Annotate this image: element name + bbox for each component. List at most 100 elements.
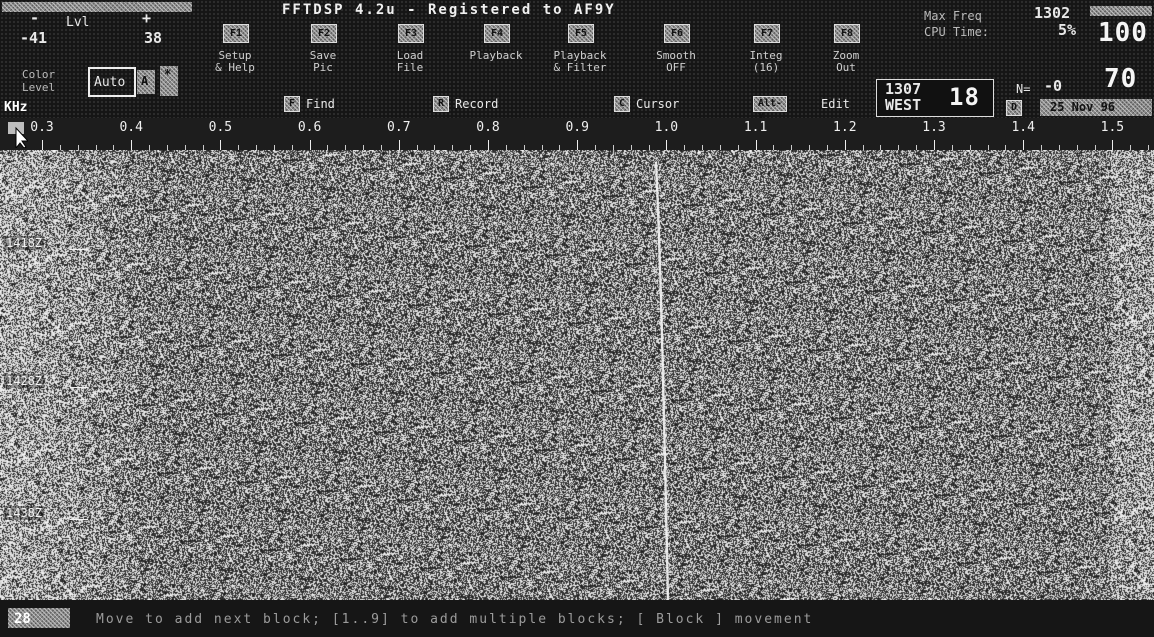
scale-major-tick: [755, 140, 757, 150]
scale-major-tick: [131, 140, 133, 150]
scale-minor-tick: [149, 145, 151, 150]
scale-minor-tick: [1041, 145, 1043, 150]
scale-unit-label: KHz: [4, 100, 28, 115]
function-key-f2[interactable]: F2 Save Pic: [285, 24, 361, 84]
scale-minor-tick: [434, 145, 436, 150]
scale-major-tick: [666, 140, 668, 150]
status-message: Move to add next block; [1..9] to add mu…: [96, 612, 814, 627]
level-max-value: 38: [144, 29, 163, 47]
time-mark-1438z: [70, 519, 88, 520]
scale-minor-tick: [202, 145, 204, 150]
function-key-f6[interactable]: F6 Smooth OFF: [638, 24, 714, 84]
scale-minor-tick: [470, 145, 472, 150]
f2-keycap: F2: [311, 24, 337, 43]
function-key-f7[interactable]: F7 Integ (16): [728, 24, 804, 84]
n-label: N=: [1016, 82, 1031, 96]
find-key: F: [284, 96, 301, 112]
scale-minor-tick: [166, 145, 168, 150]
date-field[interactable]: 25 Nov 96: [1040, 99, 1152, 116]
signal-trace: [559, 150, 1101, 600]
scale-minor-tick: [1005, 145, 1007, 150]
auto-a-key[interactable]: A: [137, 70, 155, 94]
scale-minor-tick: [363, 145, 365, 150]
scale-minor-tick: [612, 145, 614, 150]
function-key-f5[interactable]: F5 Playback & Filter: [542, 24, 618, 84]
time-mark-1428z: [70, 387, 88, 388]
scale-tick-label: 1.0: [654, 120, 679, 135]
scale-minor-tick: [238, 145, 240, 150]
function-key-f3[interactable]: F3 Load File: [372, 24, 448, 84]
scale-major-tick: [309, 140, 311, 150]
time-label-1418z: 1418Z: [4, 236, 45, 250]
scale-minor-tick: [826, 145, 828, 150]
scale-minor-tick: [880, 145, 882, 150]
edit-label: Edit: [821, 97, 850, 111]
noise-level-readout: 70: [1104, 64, 1138, 94]
auto-button[interactable]: Auto: [88, 67, 136, 97]
direction-readout: WEST: [885, 96, 922, 114]
record-label: Record: [455, 97, 499, 111]
frequency-scale[interactable]: KHz 0.3 0.4 0.5 0.6 0.7 0.8 0.9 1.0 1.1 1.2 1.3 1.4…: [0, 101, 1154, 151]
scale-minor-tick: [273, 145, 275, 150]
cpu-time-label: CPU Time:: [924, 25, 990, 39]
scale-tick-label: 1.1: [743, 120, 768, 135]
f3-keycap: F3: [398, 24, 424, 43]
scale-major-tick: [1112, 140, 1114, 150]
scale-minor-tick: [256, 145, 258, 150]
level-minus-button[interactable]: -: [30, 9, 40, 27]
scale-minor-tick: [541, 145, 543, 150]
scale-minor-tick: [1130, 145, 1132, 150]
auto-star-key[interactable]: *: [160, 66, 178, 96]
f5-label: Playback & Filter: [553, 49, 607, 74]
function-key-f1[interactable]: F1 Setup & Help: [197, 24, 273, 84]
scale-minor-tick: [291, 145, 293, 150]
scale-tick-label: 1.2: [833, 120, 857, 135]
auto-label: Auto: [94, 75, 126, 90]
scale-tick-label: 0.3: [30, 120, 54, 135]
status-count-box: [8, 608, 70, 628]
scale-minor-tick: [630, 145, 632, 150]
scale-minor-tick: [684, 145, 686, 150]
waterfall-display[interactable]: 1418Z 1428Z 1438Z: [0, 150, 1154, 600]
function-key-f8[interactable]: F8 Zoom Out: [808, 24, 884, 84]
app-title: FFTDSP 4.2u - Registered to AF9Y: [282, 2, 616, 18]
scale-minor-tick: [380, 145, 382, 150]
scale-minor-tick: [1148, 145, 1150, 150]
signal-level-readout: 100: [1098, 18, 1148, 48]
function-key-f4[interactable]: F4 Playback: [458, 24, 534, 84]
level-plus-button[interactable]: +: [142, 9, 152, 27]
scale-minor-tick: [113, 145, 115, 150]
scale-tick-label: 0.8: [476, 120, 500, 135]
scale-minor-tick: [1058, 145, 1060, 150]
scale-minor-tick: [809, 145, 811, 150]
scale-minor-tick: [898, 145, 900, 150]
f5-keycap: F5: [568, 24, 594, 43]
scale-minor-tick: [791, 145, 793, 150]
scale-minor-tick: [523, 145, 525, 150]
scale-tick-label: 0.7: [387, 120, 411, 135]
scale-major-tick: [220, 140, 222, 150]
scale-minor-tick: [327, 145, 329, 150]
scale-tick-label: 0.9: [565, 120, 589, 135]
time-label-1438z: 1438Z: [4, 506, 45, 520]
scale-minor-tick: [1094, 145, 1096, 150]
scale-major-tick: [577, 140, 579, 150]
record-key: R: [433, 96, 450, 112]
auto-a-key-label: A: [141, 74, 149, 88]
date-key[interactable]: D: [1006, 100, 1023, 116]
cursor-key: C: [614, 96, 631, 112]
control-bar: - Lvl + -41 38 Color Level Auto A * FFTD…: [0, 0, 1154, 123]
right-edge-strip: [1090, 6, 1152, 16]
scale-tick-label: 1.4: [1011, 120, 1035, 135]
waterfall-noise: [0, 150, 1154, 600]
scale-minor-tick: [559, 145, 561, 150]
scale-minor-tick: [916, 145, 918, 150]
scale-tick-label: 0.6: [297, 120, 322, 135]
scale-major-tick: [934, 140, 935, 150]
scale-major-tick: [488, 140, 489, 150]
scale-minor-tick: [184, 145, 186, 150]
f6-label: Smooth OFF: [656, 49, 696, 74]
scale-minor-tick: [1076, 145, 1078, 150]
scale-minor-tick: [345, 145, 347, 150]
